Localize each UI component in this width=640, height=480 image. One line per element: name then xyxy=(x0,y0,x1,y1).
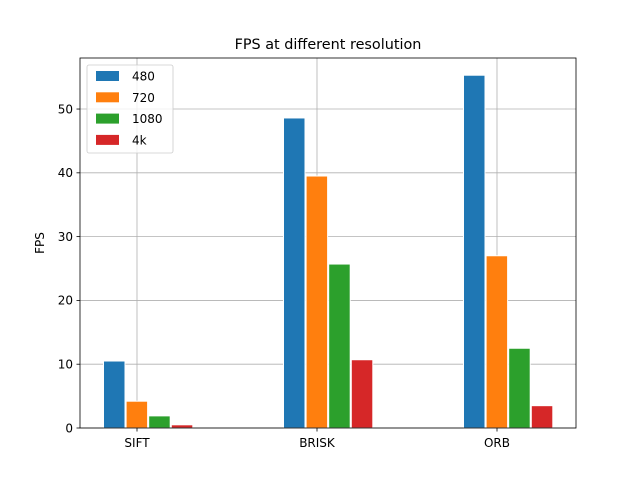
y-tick-label: 0 xyxy=(65,421,73,435)
legend-label: 480 xyxy=(132,70,155,84)
bar-720-ORB xyxy=(485,255,509,429)
bar-4k-SIFT xyxy=(170,424,194,429)
x-tick-label: BRISK xyxy=(299,436,336,450)
y-tick-label: 20 xyxy=(58,294,73,308)
bar-480-BRISK xyxy=(283,117,306,429)
legend-label: 1080 xyxy=(132,112,163,126)
y-tick-label: 50 xyxy=(58,102,73,116)
bar-480-SIFT xyxy=(103,360,126,429)
chart-title: FPS at different resolution xyxy=(235,37,422,53)
legend-swatch xyxy=(96,113,119,124)
legend-swatch xyxy=(96,71,119,81)
legend: 480 720 1080 4k xyxy=(86,64,174,154)
y-tick-label: 30 xyxy=(58,230,73,244)
bar-720-SIFT xyxy=(125,400,149,429)
bar-4k-ORB xyxy=(530,405,554,429)
bar-1080-SIFT xyxy=(148,415,171,429)
y-tick-label: 10 xyxy=(58,358,73,372)
x-tick-label: ORB xyxy=(484,436,510,450)
plot-frame xyxy=(79,57,577,429)
bar-1080-ORB xyxy=(508,347,531,429)
bar-480-ORB xyxy=(463,74,486,429)
legend-swatch xyxy=(96,134,119,145)
legend-label: 720 xyxy=(132,91,155,105)
x-tick-label: SIFT xyxy=(124,436,150,450)
legend-label: 4k xyxy=(132,133,147,147)
y-axis-label: FPS xyxy=(33,232,47,254)
ticks: 0 10 20 30 40 50 SIFT BRISK ORB xyxy=(58,102,510,450)
legend-swatch xyxy=(96,92,119,103)
bar-4k-BRISK xyxy=(350,359,374,429)
y-tick-label: 40 xyxy=(58,166,73,180)
bar-720-BRISK xyxy=(305,175,329,429)
bar-1080-BRISK xyxy=(328,263,351,429)
legend-box xyxy=(86,64,174,154)
